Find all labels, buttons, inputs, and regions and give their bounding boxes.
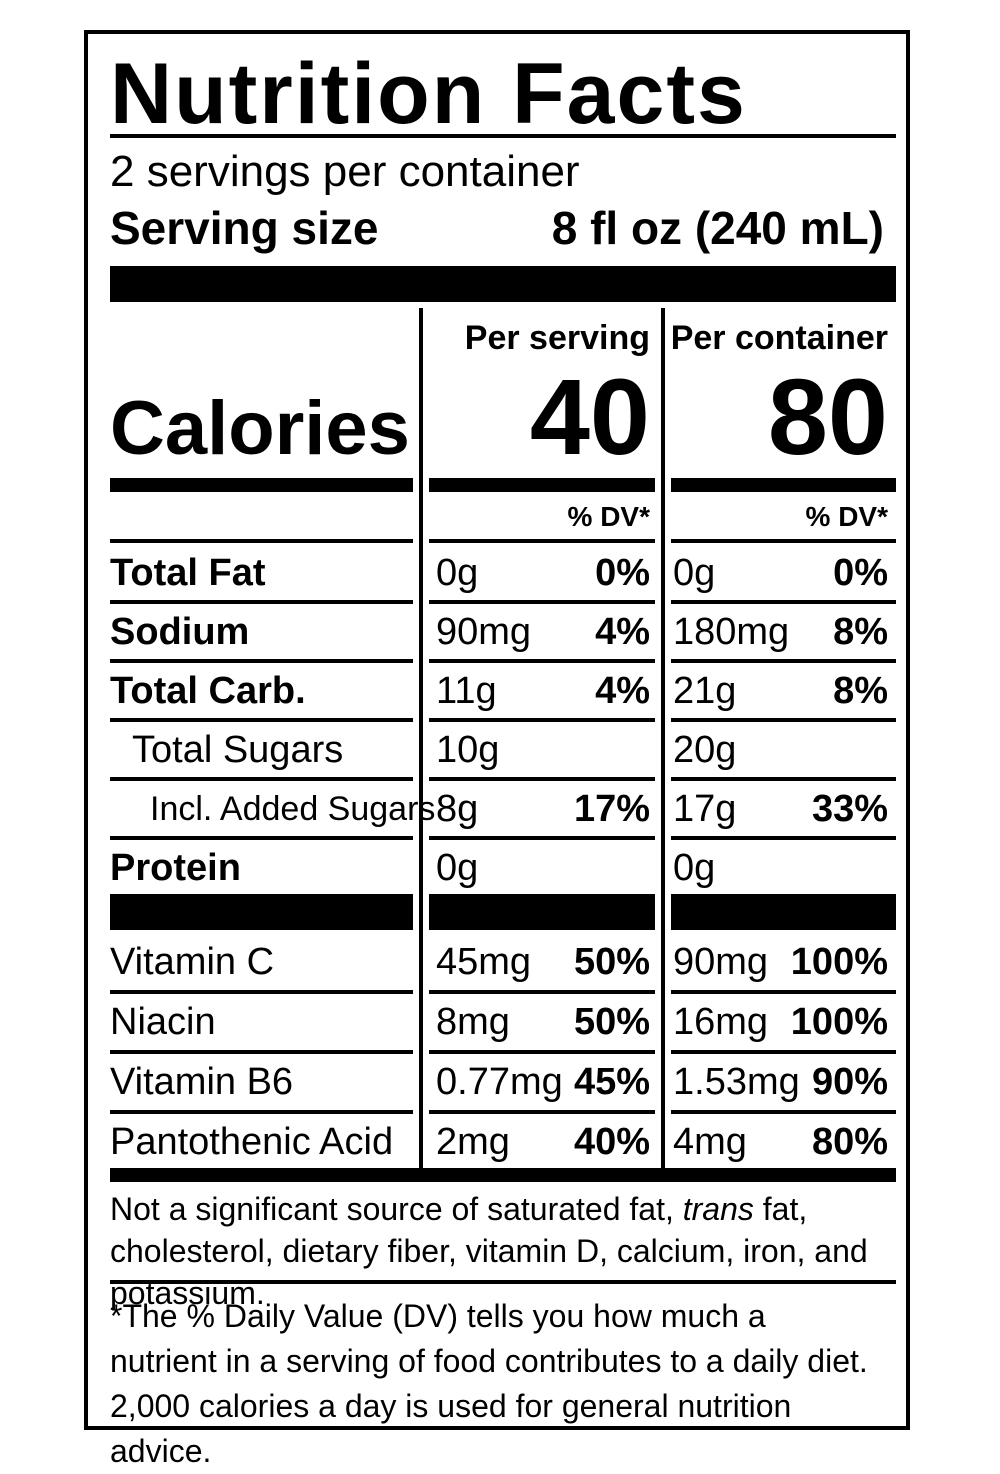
container-dv: 8% xyxy=(833,611,888,653)
serving-dv: 4% xyxy=(595,611,650,653)
container-dv: 0% xyxy=(833,552,888,594)
dv-header-container: % DV* xyxy=(805,501,888,532)
nutrient-name: Incl. Added Sugars xyxy=(150,790,436,828)
container-dv: 90% xyxy=(811,1061,888,1103)
container-amount: 16mg xyxy=(673,1001,769,1043)
serving-amount: 45mg xyxy=(436,941,532,983)
calories-bar-1 xyxy=(110,478,413,492)
container-dv: 33% xyxy=(811,788,888,830)
nutrient-name: Total Sugars xyxy=(132,729,344,771)
row-divider xyxy=(429,777,655,781)
servings-per-container: 2 servings per container xyxy=(110,147,580,196)
serving-dv: 17% xyxy=(573,788,650,830)
dv-header-serving: % DV* xyxy=(567,501,650,532)
container-amount: 0g xyxy=(673,847,716,889)
column-divider-2 xyxy=(661,308,665,1168)
row-divider xyxy=(110,1050,413,1054)
row-divider xyxy=(110,600,413,604)
vitamin-name: Pantothenic Acid xyxy=(110,1121,394,1163)
vitamin-name: Vitamin C xyxy=(110,941,275,983)
serving-amount: 0g xyxy=(436,847,479,889)
serving-amount: 10g xyxy=(436,729,500,771)
container-dv: 100% xyxy=(790,1001,888,1043)
serving-size-value: 8 fl oz (240 mL) xyxy=(551,202,884,254)
row-divider xyxy=(429,718,655,722)
container-dv: 8% xyxy=(833,670,888,712)
row-divider xyxy=(671,777,896,781)
row-divider xyxy=(429,990,655,994)
serving-dv: 45% xyxy=(573,1061,650,1103)
per-serving-header: Per serving xyxy=(464,319,650,357)
row-divider xyxy=(671,1050,896,1054)
serving-dv: 50% xyxy=(573,941,650,983)
column-divider-1 xyxy=(419,308,423,1168)
calories-bar-3 xyxy=(671,478,896,492)
label-title: Nutrition Facts xyxy=(110,46,747,142)
row-divider xyxy=(429,659,655,663)
calories-label: Calories xyxy=(110,386,410,471)
row-divider xyxy=(671,836,896,840)
container-amount: 1.53mg xyxy=(673,1061,800,1103)
serving-amount: 8g xyxy=(436,788,479,830)
nutrient-name: Protein xyxy=(110,847,241,889)
container-amount: 21g xyxy=(673,670,737,712)
calories-per-container: 80 xyxy=(767,356,888,477)
row-divider xyxy=(429,1110,655,1114)
serving-size-label: Serving size xyxy=(110,202,379,254)
row-divider xyxy=(429,600,655,604)
row-divider xyxy=(110,894,413,930)
container-amount: 90mg xyxy=(673,941,769,983)
nutrition-facts-label: Nutrition Facts 2 servings per container… xyxy=(84,30,910,1469)
row-divider xyxy=(671,659,896,663)
container-amount: 17g xyxy=(673,788,737,830)
nutrient-name: Total Fat xyxy=(110,552,266,594)
row-divider xyxy=(110,836,413,840)
serving-dv: 0% xyxy=(595,552,650,594)
vitamin-name: Vitamin B6 xyxy=(110,1061,294,1103)
row-divider xyxy=(110,718,413,722)
container-amount: 4mg xyxy=(673,1121,747,1163)
row-divider xyxy=(110,990,413,994)
calories-bar-2 xyxy=(429,478,655,492)
row-divider xyxy=(110,777,413,781)
row-divider xyxy=(429,539,655,543)
container-dv: 100% xyxy=(790,941,888,983)
per-container-header: Per container xyxy=(670,319,888,357)
vitamin-name: Niacin xyxy=(110,1001,216,1043)
row-divider xyxy=(429,1050,655,1054)
nutrient-name: Total Carb. xyxy=(110,670,306,712)
row-divider xyxy=(671,990,896,994)
row-divider xyxy=(671,539,896,543)
row-divider xyxy=(671,718,896,722)
nutrient-name: Sodium xyxy=(110,611,250,653)
title-divider xyxy=(110,134,896,138)
row-divider xyxy=(671,894,896,930)
row-divider xyxy=(110,539,413,543)
row-divider xyxy=(429,894,655,930)
container-amount: 20g xyxy=(673,729,737,771)
serving-amount: 8mg xyxy=(436,1001,510,1043)
calories-per-serving: 40 xyxy=(529,356,650,477)
container-amount: 0g xyxy=(673,552,716,594)
serving-dv: 50% xyxy=(573,1001,650,1043)
footnote-daily-value: *The % Daily Value (DV) tells you how mu… xyxy=(110,1298,868,1469)
serving-amount: 11g xyxy=(436,670,497,712)
serving-amount: 2mg xyxy=(436,1121,510,1163)
row-divider xyxy=(110,659,413,663)
footnote-divider xyxy=(110,1280,896,1284)
container-dv: 80% xyxy=(811,1121,888,1163)
thick-divider-top xyxy=(110,266,896,302)
container-amount: 180mg xyxy=(673,611,790,653)
row-divider xyxy=(671,1110,896,1114)
row-divider xyxy=(671,600,896,604)
thick-divider-bottom xyxy=(110,1168,896,1182)
serving-dv: 4% xyxy=(595,670,650,712)
serving-amount: 0.77mg xyxy=(436,1061,563,1103)
serving-amount: 90mg xyxy=(436,611,532,653)
row-divider xyxy=(429,836,655,840)
serving-dv: 40% xyxy=(573,1121,650,1163)
serving-amount: 0g xyxy=(436,552,479,594)
row-divider xyxy=(110,1110,413,1114)
